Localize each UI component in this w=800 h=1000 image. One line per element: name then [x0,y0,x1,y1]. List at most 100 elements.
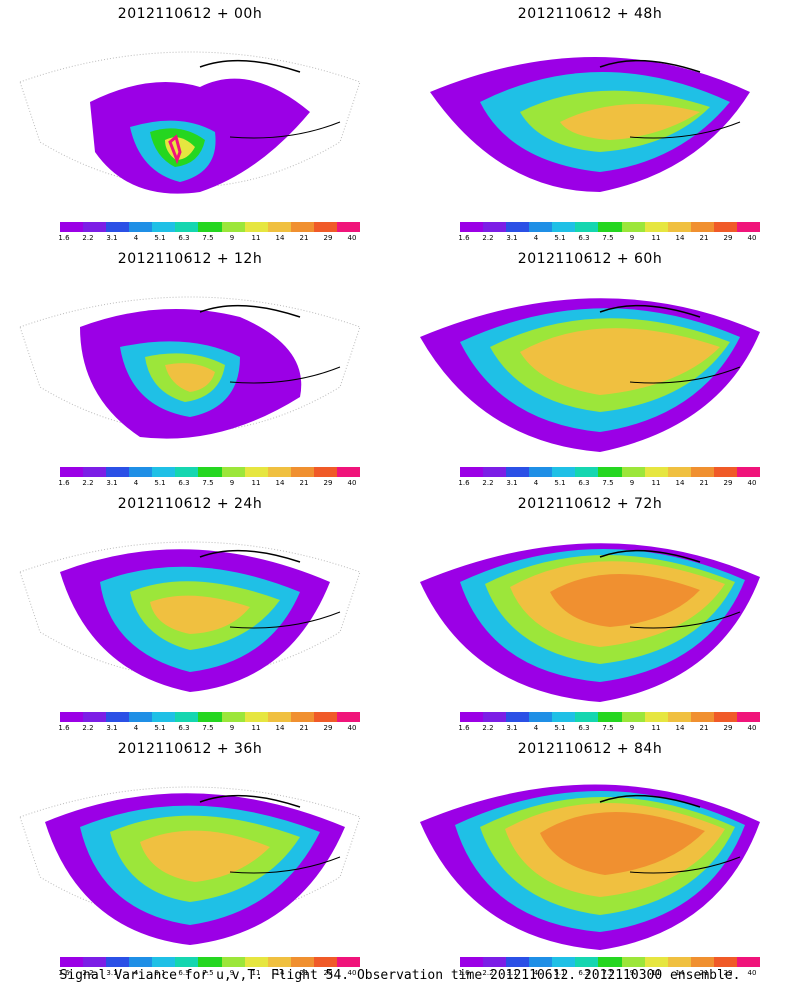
colorbar-swatch [152,712,176,722]
colorbar-tick-label: 11 [651,234,661,242]
colorbar-swatch [244,467,268,477]
colorbar-swatch [106,957,130,967]
colorbar-swatch [621,957,645,967]
colorbar-swatch [221,222,245,232]
colorbar-swatch [644,957,668,967]
colorbar-labels: 1.6 2.2 3.1 4 5.1 6.3 7.5 9 11 14 21 29 40 [458,969,760,979]
colorbar-swatch [460,222,484,232]
panel-title: 2012110612 + 72h [517,496,663,512]
colorbar-tick-label: 2.2 [482,969,494,977]
colorbar-tick-label: 4 [133,234,139,242]
colorbar-tick-label: 5.1 [554,724,566,732]
colorbar-swatch [621,467,645,477]
colorbar-tick-label: 40 [347,234,357,242]
colorbar-swatch [244,712,268,722]
colorbar-tick-label: 2.2 [82,479,94,487]
colorbar-swatch [506,712,530,722]
colorbar-tick-label: 2.2 [82,234,94,242]
colorbar-swatch [575,712,599,722]
colorbar-tick-label: 6.3 [578,234,590,242]
colorbar-swatch [644,467,668,477]
colorbar-tick-label: 4 [133,724,139,732]
variance-map [19,296,361,439]
colorbar-swatch [736,712,761,722]
colorbar-swatch [60,957,84,967]
colorbar-tick-label: 11 [251,969,261,977]
variance-map [19,51,361,194]
colorbar-swatch [529,222,553,232]
colorbar-tick-label: 40 [747,479,757,487]
colorbar-swatch [290,712,314,722]
footer-caption: Signal Variance for u,v,T. Flight 54. Ob… [59,968,741,983]
colorbar-swatch [244,222,268,232]
colorbar-tick-label: 5.1 [554,234,566,242]
colorbar-swatch [598,222,622,232]
colorbar-tick-label: 1.6 [58,969,70,977]
colorbar-tick-label: 7.5 [202,479,214,487]
colorbar-tick-label: 3.1 [106,479,118,487]
colorbar-tick-label: 3.1 [106,234,118,242]
colorbar-tick-label: 29 [323,724,333,732]
colorbar-swatch [483,222,507,232]
panel-60h: 2012110612 + 60h 1.6 2.2 3.1 4 5.1 6.3 7.5 9 11 1… [400,245,780,487]
colorbar-tick-label: 14 [675,969,685,977]
colorbar-tick-label: 40 [747,234,757,242]
colorbar-labels: 1.6 2.2 3.1 4 5.1 6.3 7.5 9 11 14 21 29 40 [58,724,360,734]
colorbar-swatch [690,222,714,232]
colorbar-swatch [690,957,714,967]
colorbar-tick-label: 1.6 [58,724,70,732]
colorbar [460,222,761,232]
colorbar [460,467,761,477]
colorbar-tick-label: 7.5 [602,969,614,977]
panel-12h: 2012110612 + 12h 1.6 2.2 3.1 4 5.1 6.3 7.5 9 11 1… [0,245,380,487]
colorbar-tick-label: 5.1 [154,479,166,487]
variance-map [430,57,750,192]
colorbar-labels: 1.6 2.2 3.1 4 5.1 6.3 7.5 9 11 14 21 29 40 [58,234,360,244]
colorbar-swatch [106,222,130,232]
colorbar-tick-label: 11 [651,479,661,487]
colorbar-swatch [152,957,176,967]
colorbar-tick-label: 9 [629,724,635,732]
colorbar-swatch [483,957,507,967]
colorbar-tick-label: 11 [251,479,261,487]
colorbar-swatch [152,467,176,477]
colorbar-tick-label: 29 [723,479,733,487]
panel-title: 2012110612 + 36h [117,741,263,757]
colorbar-swatch [621,222,645,232]
colorbar-tick-label: 14 [275,969,285,977]
colorbar-swatch [152,222,176,232]
colorbar-swatch [336,222,361,232]
colorbar-swatch [267,712,291,722]
colorbar-tick-label: 6.3 [178,724,190,732]
colorbar-swatch [83,712,107,722]
colorbar-swatch [221,467,245,477]
colorbar-tick-label: 6.3 [578,724,590,732]
colorbar-labels: 1.6 2.2 3.1 4 5.1 6.3 7.5 9 11 14 21 29 40 [458,724,760,734]
colorbar-swatch [552,467,576,477]
colorbar-swatch [483,712,507,722]
colorbar-tick-label: 9 [229,479,235,487]
colorbar-swatch [552,957,576,967]
colorbar-swatch [575,222,599,232]
colorbar-tick-label: 7.5 [202,969,214,977]
panel-00h: 2012110612 + 00h 1.6 2.2 3.1 4 5.1 6.3 7.5 9 11 1… [0,0,380,242]
variance-map [19,786,361,945]
colorbar-swatch [60,712,84,722]
colorbar-tick-label: 6.3 [178,969,190,977]
colorbar-tick-label: 2.2 [82,969,94,977]
colorbar-swatch [644,712,668,722]
colorbar-tick-label: 4 [133,479,139,487]
panel-36h: 2012110612 + 36h 1.6 2.2 3.1 4 5.1 6.3 7.5 9 11 1… [0,735,380,977]
colorbar-tick-label: 1.6 [458,969,470,977]
colorbar-tick-label: 7.5 [202,724,214,732]
colorbar [460,712,761,722]
panel-title: 2012110612 + 24h [117,496,263,512]
variance-map [19,541,361,692]
colorbar-tick-label: 1.6 [458,479,470,487]
panel-48h: 2012110612 + 48h 1.6 2.2 3.1 4 5.1 6.3 7.5 9 11 1… [400,0,780,242]
colorbar-swatch [313,957,337,967]
colorbar-labels: 1.6 2.2 3.1 4 5.1 6.3 7.5 9 11 14 21 29 40 [458,234,760,244]
colorbar-swatch [129,222,153,232]
colorbar-swatch [267,222,291,232]
colorbar-tick-label: 1.6 [58,479,70,487]
